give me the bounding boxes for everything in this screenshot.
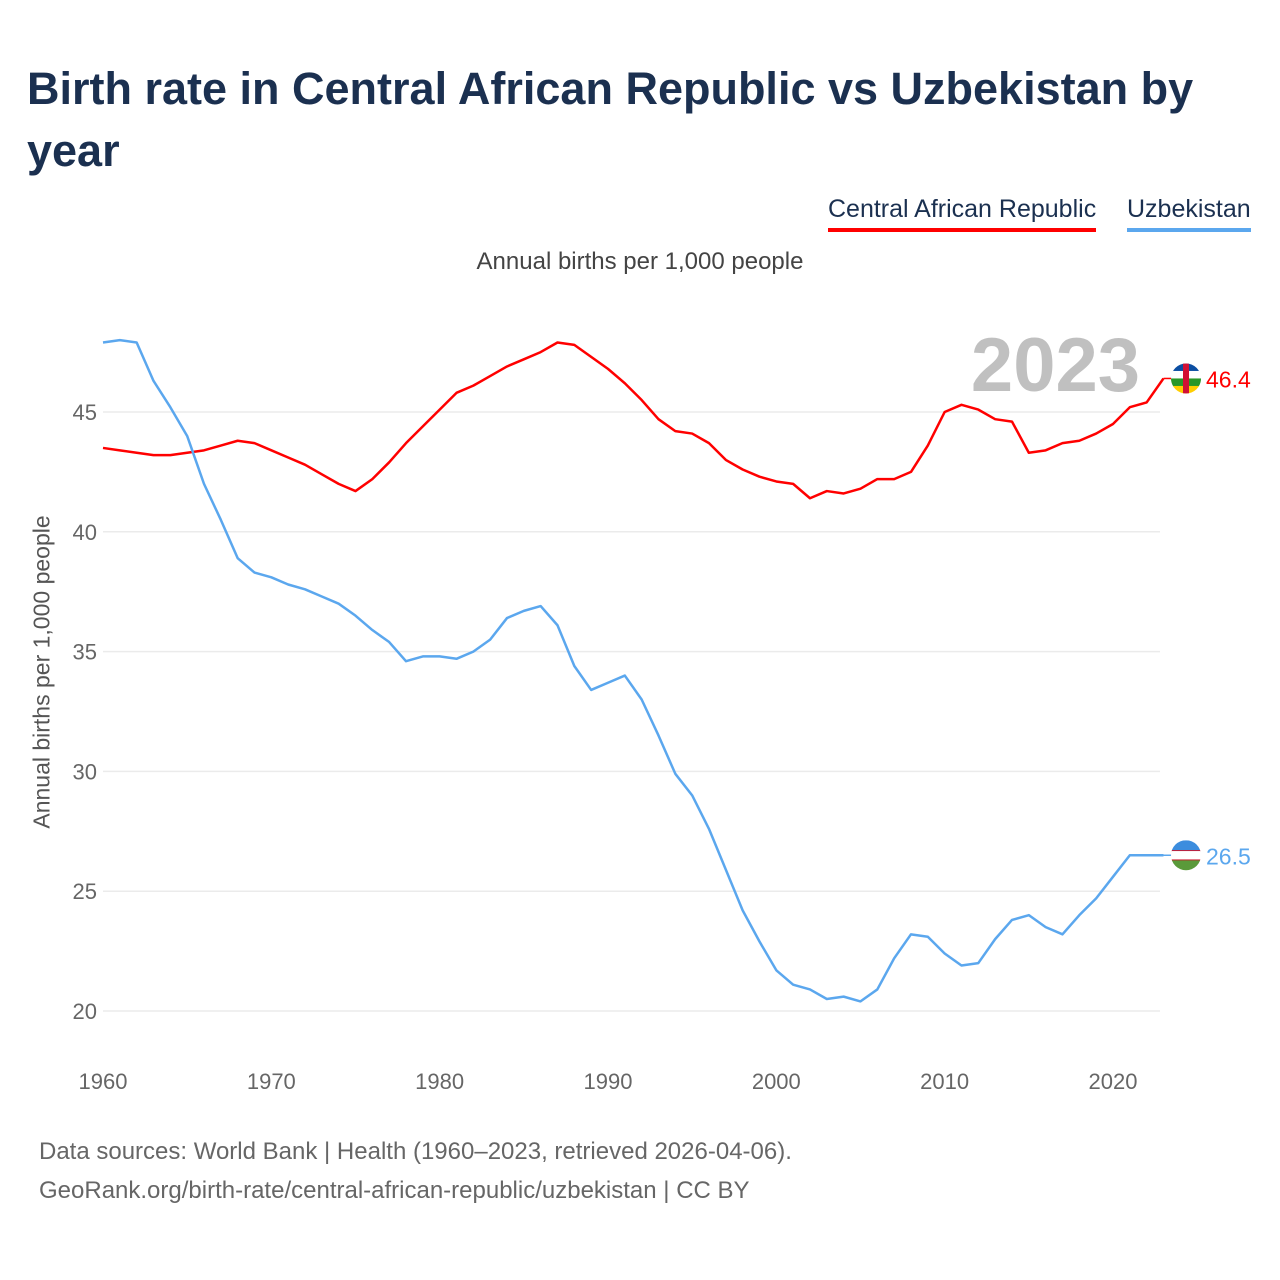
chart-title: Birth rate in Central African Republic v… [27,63,1194,176]
y-tick-label: 45 [73,400,97,425]
chart-subtitle: Annual births per 1,000 people [476,248,804,275]
year-label: 2023 [971,323,1140,408]
flag-icon-uzbekistan [1171,840,1201,871]
x-tick-label: 1980 [415,1069,464,1094]
y-tick-label: 25 [73,879,97,904]
y-tick-label: 40 [73,520,97,545]
source-line-1: Data sources: World Bank | Health (1960–… [39,1138,792,1165]
flag-icon-central-african-republic [1171,363,1201,394]
series-line-uzbekistan [102,338,1164,1003]
y-tick-label: 30 [73,759,97,784]
legend-item-uzbekistan[interactable]: Uzbekistan [1127,195,1251,232]
x-tick-label: 2010 [920,1069,969,1094]
x-tick-label: 1960 [79,1069,128,1094]
x-tick-label: 1990 [584,1069,633,1094]
end-value-label: 26.5 [1206,843,1251,869]
end-value-label: 46.4 [1206,366,1251,392]
source-line-2[interactable]: GeoRank.org/birth-rate/central-african-r… [39,1177,750,1204]
x-tick-label: 1970 [247,1069,296,1094]
x-tick-label: 2000 [752,1069,801,1094]
x-tick-label: 2020 [1089,1069,1138,1094]
series-line-central-african-republic [102,341,1165,500]
y-tick-label: 20 [73,999,97,1024]
y-tick-label: 35 [73,640,97,665]
legend-item-central-african-republic[interactable]: Central African Republic [828,195,1097,232]
